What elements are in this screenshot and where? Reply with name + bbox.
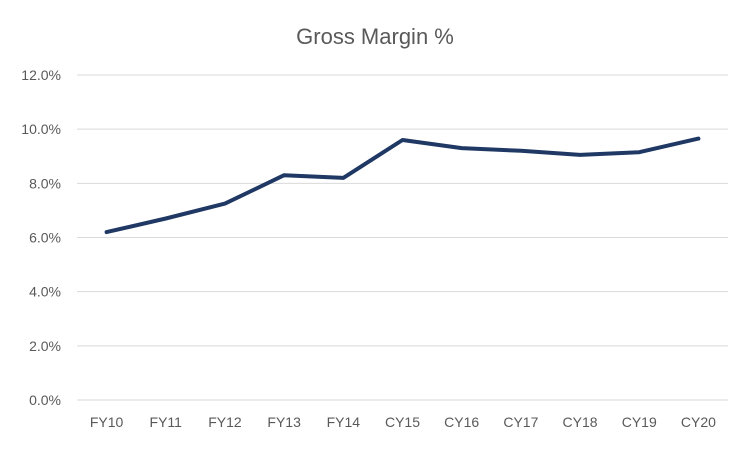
series-group <box>104 136 701 235</box>
x-axis-tick-label: CY18 <box>563 414 598 430</box>
x-axis-tick-label: CY17 <box>503 414 538 430</box>
x-axis-tick-label: FY14 <box>327 414 361 430</box>
gridlines <box>77 74 728 401</box>
y-axis-tick-label: 8.0% <box>29 175 61 191</box>
y-axis-tick-label: 4.0% <box>29 284 61 300</box>
y-axis-tick-label: 2.0% <box>29 338 61 354</box>
x-axis-tick-label: CY20 <box>681 414 716 430</box>
x-axis-tick-label: CY19 <box>622 414 657 430</box>
x-axis-tick-label: FY10 <box>90 414 124 430</box>
x-axis-tick-label: CY16 <box>444 414 479 430</box>
y-axis-tick-label: 0.0% <box>29 392 61 408</box>
x-axis-tick-label: CY15 <box>385 414 420 430</box>
x-axis-tick-label: FY12 <box>208 414 242 430</box>
x-axis-labels: FY10 FY11 FY12 FY13 FY14 CY15 CY16 CY17 CY18 CY19… <box>90 414 716 430</box>
y-axis-tick-label: 10.0% <box>21 121 61 137</box>
x-axis-tick-label: FY11 <box>150 414 183 430</box>
chart-title: Gross Margin % <box>296 24 454 49</box>
y-axis-tick-label: 6.0% <box>29 230 61 246</box>
y-axis-tick-label: 12.0% <box>21 67 61 83</box>
x-axis-tick-label: FY13 <box>267 414 301 430</box>
series-line-gross-margin <box>104 136 701 235</box>
y-axis-labels: 0.0% 2.0% 4.0% 6.0% 8.0% 10.0% 12.0% <box>21 67 61 408</box>
